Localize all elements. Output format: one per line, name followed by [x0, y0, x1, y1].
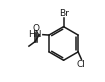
- Text: Br: Br: [59, 9, 68, 18]
- Text: Cl: Cl: [77, 60, 86, 69]
- Text: O: O: [32, 24, 39, 33]
- Text: HN: HN: [28, 30, 42, 39]
